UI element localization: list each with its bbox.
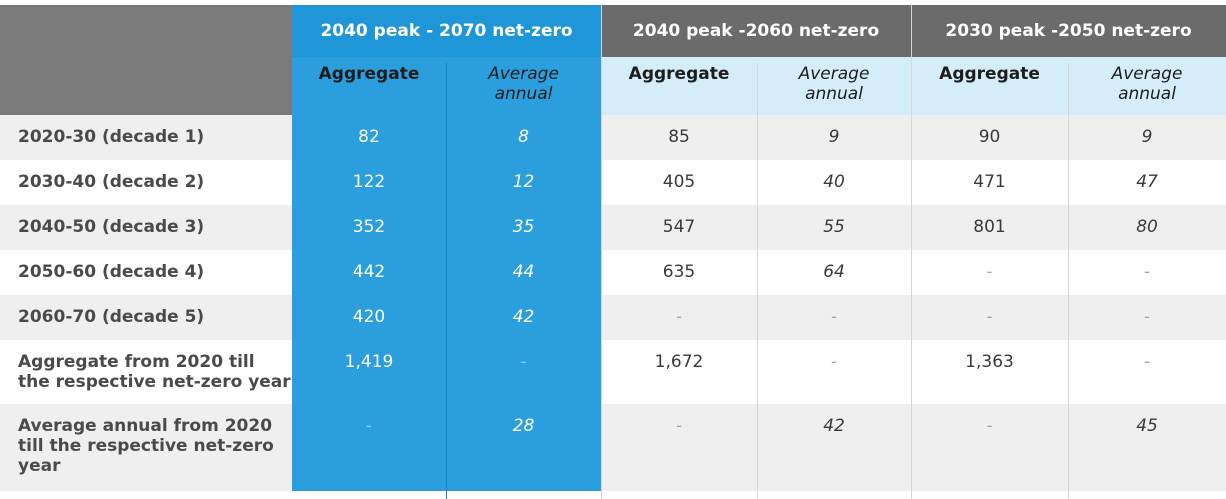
table-cell: 1,419: [292, 340, 446, 404]
table-cell: 122: [292, 160, 446, 205]
table-row: Average annual from 2020 till the respect…: [0, 404, 1226, 491]
group-header-2030-2050: 2030 peak -2050 net-zero: [911, 5, 1226, 57]
column-divider: [1068, 63, 1069, 499]
table-cell: 9: [757, 115, 912, 160]
table-cell: -: [1143, 352, 1151, 372]
table-cell: -: [986, 262, 993, 282]
row-label-line: the respective net-zero year: [18, 372, 291, 392]
column-divider: [446, 63, 447, 499]
group-header-2040-2060: 2040 peak -2060 net-zero: [601, 5, 912, 57]
table-cell: 64: [823, 262, 845, 282]
table-cell: -: [601, 404, 758, 491]
table-cell: 44: [446, 250, 602, 295]
corner-cell: [0, 5, 292, 57]
table-row: Aggregate from 2020 till the respective n…: [0, 340, 1226, 404]
table-cell: 47: [1136, 172, 1158, 192]
subheader-line: Average: [798, 64, 870, 84]
table-row: 2030-40 (decade 2) 122 12 405 40 471 47: [0, 160, 1226, 205]
column-divider: [601, 5, 602, 499]
table-cell: 82: [292, 115, 446, 160]
table-row: 2050-60 (decade 4) 442 44 635 64 - -: [0, 250, 1226, 295]
table-cell: -: [830, 352, 838, 372]
row-label-line: Average annual from 2020: [18, 416, 273, 436]
row-label-line: year: [18, 456, 61, 476]
subheader-average-annual: Average annual: [757, 57, 912, 115]
subheader-line: annual: [805, 84, 863, 104]
row-label: 2050-60 (decade 4): [18, 262, 205, 282]
sub-header-row: Aggregate Average annual Aggregate Averag…: [0, 57, 1226, 115]
group-header-row: 2040 peak - 2070 net-zero 2040 peak -206…: [0, 5, 1226, 57]
subheader-line: Average: [1111, 64, 1183, 84]
row-label: 2020-30 (decade 1): [0, 115, 292, 160]
row-label: 2060-70 (decade 5): [0, 295, 292, 340]
column-divider: [757, 63, 758, 499]
table-cell: -: [911, 295, 1069, 340]
table-cell: -: [292, 404, 446, 491]
table-cell: 42: [757, 404, 912, 491]
table-cell: 801: [911, 205, 1069, 250]
column-divider: [911, 5, 912, 499]
table-cell: 40: [823, 172, 845, 192]
emissions-table: 2040 peak - 2070 net-zero 2040 peak -206…: [0, 5, 1226, 491]
table-cell: -: [446, 340, 602, 404]
subheader-average-annual: Average annual: [1068, 57, 1226, 115]
row-label-line: till the respective net-zero: [18, 436, 274, 456]
table-cell: -: [757, 295, 912, 340]
table-cell: -: [1068, 295, 1226, 340]
table-cell: 352: [292, 205, 446, 250]
subheader-line: Average: [488, 64, 559, 84]
table-row: 2020-30 (decade 1) 82 8 85 9 90 9: [0, 115, 1226, 160]
table-cell: 471: [973, 172, 1006, 192]
table-cell: 420: [292, 295, 446, 340]
subheader-line: annual: [1118, 84, 1176, 104]
table-cell: 28: [446, 404, 602, 491]
subheader-line: annual: [494, 84, 553, 104]
table-row: 2060-70 (decade 5) 420 42 - - - -: [0, 295, 1226, 340]
table-cell: 80: [1068, 205, 1226, 250]
table-cell: 1,363: [965, 352, 1014, 372]
table-cell: 547: [601, 205, 758, 250]
row-label-line: Aggregate from 2020 till: [18, 352, 255, 372]
subheader-aggregate: Aggregate: [911, 57, 1069, 115]
group-header-2040-2070: 2040 peak - 2070 net-zero: [292, 5, 602, 57]
table-cell: -: [911, 404, 1069, 491]
corner-cell-lower: [0, 57, 292, 115]
table-cell: 1,672: [654, 352, 704, 372]
table-cell: 90: [911, 115, 1069, 160]
row-label: 2030-40 (decade 2): [18, 172, 205, 192]
row-label: Aggregate from 2020 till the respective n…: [0, 340, 292, 404]
table-cell: 12: [446, 160, 602, 205]
table-cell: 635: [662, 262, 696, 282]
table-cell: 42: [446, 295, 602, 340]
table-cell: 55: [757, 205, 912, 250]
table-cell: -: [1143, 262, 1151, 282]
table-cell: 45: [1068, 404, 1226, 491]
table-cell: 442: [292, 250, 446, 295]
subheader-aggregate: Aggregate: [292, 57, 446, 115]
subheader-aggregate: Aggregate: [601, 57, 758, 115]
table-cell: 85: [601, 115, 758, 160]
table-cell: 405: [662, 172, 696, 192]
row-label: Average annual from 2020 till the respect…: [0, 404, 292, 491]
table-cell: 35: [446, 205, 602, 250]
row-label: 2040-50 (decade 3): [0, 205, 292, 250]
table-cell: 9: [1068, 115, 1226, 160]
table-cell: 8: [446, 115, 602, 160]
table-row: 2040-50 (decade 3) 352 35 547 55 801 80: [0, 205, 1226, 250]
subheader-average-annual: Average annual: [446, 57, 602, 115]
table-cell: -: [601, 295, 758, 340]
